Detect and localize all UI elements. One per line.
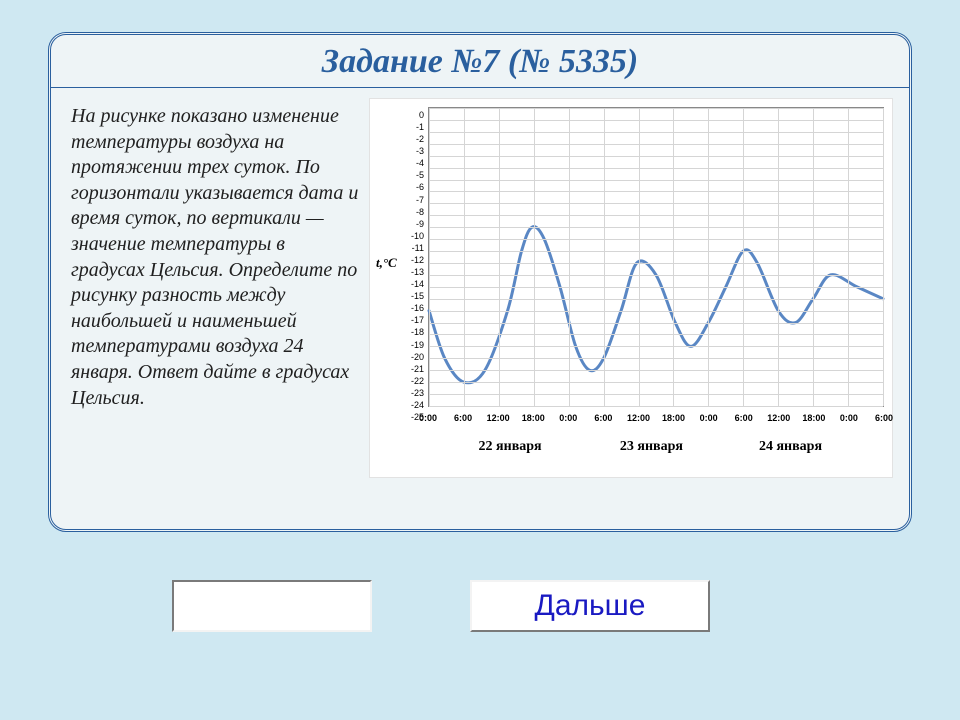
x-tick-label: 18:00 <box>522 413 545 423</box>
y-tick-label: -19 <box>411 340 424 350</box>
x-tick-label: 6:00 <box>454 413 472 423</box>
y-tick-label: -15 <box>411 291 424 301</box>
y-tick-label: -7 <box>416 195 424 205</box>
x-date-label: 22 января <box>479 439 542 455</box>
y-tick-label: -2 <box>416 134 424 144</box>
plot-area <box>428 107 884 407</box>
y-tick-label: -4 <box>416 158 424 168</box>
x-tick-label: 0:00 <box>559 413 577 423</box>
line-svg <box>429 108 883 406</box>
x-tick-label: 18:00 <box>662 413 685 423</box>
x-tick-label: 6:00 <box>594 413 612 423</box>
y-tick-label: -13 <box>411 267 424 277</box>
x-dates: 22 января 23 января 24 января <box>428 439 884 459</box>
y-tick-label: -5 <box>416 170 424 180</box>
x-tick-label: 12:00 <box>767 413 790 423</box>
x-date-label: 24 января <box>759 439 822 455</box>
y-tick-label: -9 <box>416 219 424 229</box>
x-tick-label: 6:00 <box>875 413 893 423</box>
title-wrap: Задание №7 (№ 5335) <box>51 35 909 88</box>
task-card: Задание №7 (№ 5335) На рисунке показано … <box>48 32 912 532</box>
y-tick-label: -11 <box>412 243 424 253</box>
x-tick-label: 0:00 <box>700 413 718 423</box>
x-tick-label: 0:00 <box>419 413 437 423</box>
task-title: Задание №7 (№ 5335) <box>67 43 893 81</box>
answer-input-box[interactable] <box>172 580 372 632</box>
next-button[interactable]: Дальше <box>470 580 710 632</box>
x-tick-label: 12:00 <box>627 413 650 423</box>
y-tick-label: -23 <box>411 388 424 398</box>
answer-input[interactable] <box>174 582 370 630</box>
x-ticks: 0:00 6:00 12:00 18:00 0:00 6:00 12:00 18:00 0:00… <box>428 413 884 431</box>
x-tick-label: 12:00 <box>487 413 510 423</box>
content-row: На рисунке показано изменение температур… <box>51 88 909 488</box>
y-tick-label: -22 <box>411 376 424 386</box>
x-tick-label: 6:00 <box>735 413 753 423</box>
y-axis-label: t,°C <box>376 255 397 271</box>
y-tick-label: -14 <box>411 279 424 289</box>
y-tick-label: -8 <box>416 207 424 217</box>
task-body-text: На рисунке показано изменение температур… <box>71 98 361 478</box>
y-tick-label: -21 <box>411 364 424 374</box>
y-tick-label: -12 <box>411 255 424 265</box>
temperature-chart: t,°C 0 -1 -2 -3 -4 -5 -6 -7 -8 -9 -10 -11 -12 -13 -14 -… <box>369 98 893 478</box>
y-tick-label: 0 <box>419 110 424 120</box>
x-tick-label: 0:00 <box>840 413 858 423</box>
y-tick-label: -24 <box>411 400 424 410</box>
y-tick-label: -20 <box>411 352 424 362</box>
x-date-label: 23 января <box>620 439 683 455</box>
y-tick-label: -16 <box>411 303 424 313</box>
y-tick-label: -3 <box>416 146 424 156</box>
y-tick-label: -18 <box>411 327 424 337</box>
x-tick-label: 18:00 <box>802 413 825 423</box>
y-tick-label: -6 <box>416 182 424 192</box>
y-tick-label: -10 <box>411 231 424 241</box>
y-tick-label: -17 <box>411 315 424 325</box>
y-tick-label: -1 <box>416 122 424 132</box>
